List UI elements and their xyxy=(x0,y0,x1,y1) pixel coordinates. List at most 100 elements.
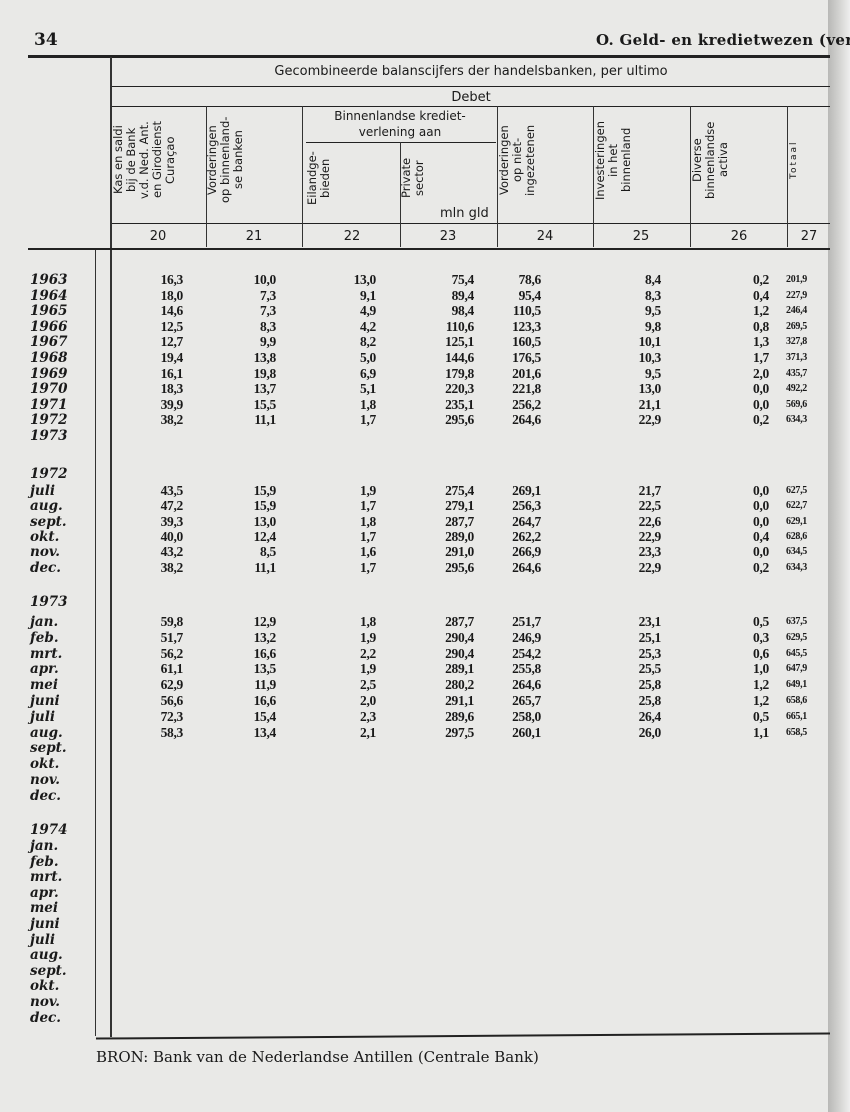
stub-left-line xyxy=(95,250,96,1036)
table-cell: 290,4 xyxy=(445,629,474,645)
row-label: feb. xyxy=(30,629,59,646)
table-cell: 569,6 xyxy=(786,398,808,410)
table-cell: 291,1 xyxy=(445,693,474,708)
row-label: 1971 xyxy=(30,396,68,413)
table-cell: 634,5 xyxy=(786,546,808,558)
table-cell: 260,1 xyxy=(512,724,541,740)
table-cell: 256,2 xyxy=(512,396,541,412)
row-label: aug. xyxy=(30,724,63,741)
table-cell: 435,7 xyxy=(786,367,808,379)
table-cell: 72,3 xyxy=(160,708,184,724)
rule xyxy=(306,142,496,143)
table-cell: 123,3 xyxy=(512,318,541,334)
table-cell: 176,5 xyxy=(512,350,541,365)
table-cell: 1,7 xyxy=(753,350,769,365)
table-cell: 0,5 xyxy=(753,708,769,724)
table-cell: 2,1 xyxy=(360,724,376,740)
table-cell: 264,6 xyxy=(512,677,541,693)
table-cell: 1,6 xyxy=(360,544,376,560)
row-label: 1968 xyxy=(30,350,68,366)
column-header-27: Totaal xyxy=(789,140,799,180)
table-cell: 16,6 xyxy=(253,693,277,708)
table-cell: 629,1 xyxy=(786,515,808,527)
table-cell: 246,9 xyxy=(512,629,541,645)
row-label: 1972 xyxy=(30,412,68,429)
row-label: juli xyxy=(30,483,55,499)
table-cell: 18,3 xyxy=(160,381,184,397)
table-cell: 4,2 xyxy=(360,318,376,334)
row-label: okt. xyxy=(30,978,60,995)
row-label: aug. xyxy=(30,498,63,515)
rule xyxy=(112,86,830,87)
table-cell: 264,7 xyxy=(512,513,541,529)
table-cell: 295,6 xyxy=(445,559,474,575)
table-cell: 75,4 xyxy=(451,272,475,287)
row-label: 1965 xyxy=(30,303,68,320)
row-label: 1966 xyxy=(30,318,68,335)
table-cell: 227,9 xyxy=(786,289,808,301)
table-cell: 16,3 xyxy=(160,272,184,287)
table-cell: 8,5 xyxy=(260,544,276,560)
row-label: okt. xyxy=(30,528,60,545)
table-cell: 1,7 xyxy=(360,498,376,514)
table-cell: 1,2 xyxy=(753,303,769,319)
table-cell: 287,7 xyxy=(445,614,474,629)
table-cell: 15,9 xyxy=(253,498,277,514)
table-cell: 110,5 xyxy=(512,303,541,319)
table-cell: 13,0 xyxy=(253,513,277,529)
table-cell: 634,3 xyxy=(786,414,808,426)
table-cell: 9,5 xyxy=(645,365,661,381)
table-cell: 13,7 xyxy=(253,381,277,397)
table-cell: 13,0 xyxy=(638,381,662,397)
table-cell: 12,5 xyxy=(160,318,184,334)
table-cell: 0,5 xyxy=(753,614,769,629)
table-cell: 56,6 xyxy=(160,693,184,708)
rule xyxy=(112,106,830,107)
row-label: juni xyxy=(30,693,60,709)
table-cell: 1,7 xyxy=(360,559,376,575)
table-cell: 1,7 xyxy=(360,412,376,428)
table-cell: 6,9 xyxy=(360,365,376,381)
row-label: 1964 xyxy=(30,287,68,304)
table-cell: 125,1 xyxy=(445,334,474,350)
table-bottom-rule xyxy=(96,1032,830,1040)
table-cell: 25,1 xyxy=(638,629,662,645)
table-cell: 8,3 xyxy=(645,287,661,303)
table-cell: 15,9 xyxy=(253,483,277,498)
row-label: mrt. xyxy=(30,645,63,662)
stub-divider xyxy=(110,57,112,1037)
table-cell: 1,8 xyxy=(360,614,376,629)
column-number: 27 xyxy=(800,229,818,244)
table-cell: 26,4 xyxy=(638,708,662,724)
table-cell: 9,8 xyxy=(645,318,661,334)
table-cell: 8,3 xyxy=(260,318,276,334)
table-cell: 275,4 xyxy=(445,483,474,498)
table-cell: 258,0 xyxy=(512,708,541,724)
column-divider xyxy=(400,142,401,247)
table-cell: 5,1 xyxy=(360,381,376,397)
table-cell: 634,3 xyxy=(786,561,808,573)
column-header-26: Diverse binnenlandse activa xyxy=(690,121,730,199)
table-cell: 12,7 xyxy=(160,334,184,350)
table-cell: 1,8 xyxy=(360,396,376,412)
column-header-25: Investeringen in het binnenland xyxy=(593,120,633,200)
table-cell: 13,0 xyxy=(353,272,377,287)
table-cell: 160,5 xyxy=(512,334,541,350)
table-cell: 78,6 xyxy=(518,272,542,287)
table-cell: 1,1 xyxy=(753,724,769,740)
table-cell: 1,9 xyxy=(360,661,376,677)
table-cell: 4,9 xyxy=(360,303,376,319)
section-heading: 1972 xyxy=(30,466,68,482)
table-cell: 47,2 xyxy=(160,498,184,514)
row-label: 1973 xyxy=(30,428,68,444)
row-label: aug. xyxy=(30,947,63,964)
table-cell: 16,6 xyxy=(253,645,277,661)
table-cell: 220,3 xyxy=(445,381,474,397)
table-cell: 98,4 xyxy=(451,303,475,319)
table-cell: 628,6 xyxy=(786,530,808,542)
table-cell: 15,4 xyxy=(253,708,277,724)
row-label: juli xyxy=(30,708,55,725)
table-cell: 62,9 xyxy=(160,677,184,693)
row-label: sept. xyxy=(30,513,67,530)
table-cell: 637,5 xyxy=(786,616,808,627)
